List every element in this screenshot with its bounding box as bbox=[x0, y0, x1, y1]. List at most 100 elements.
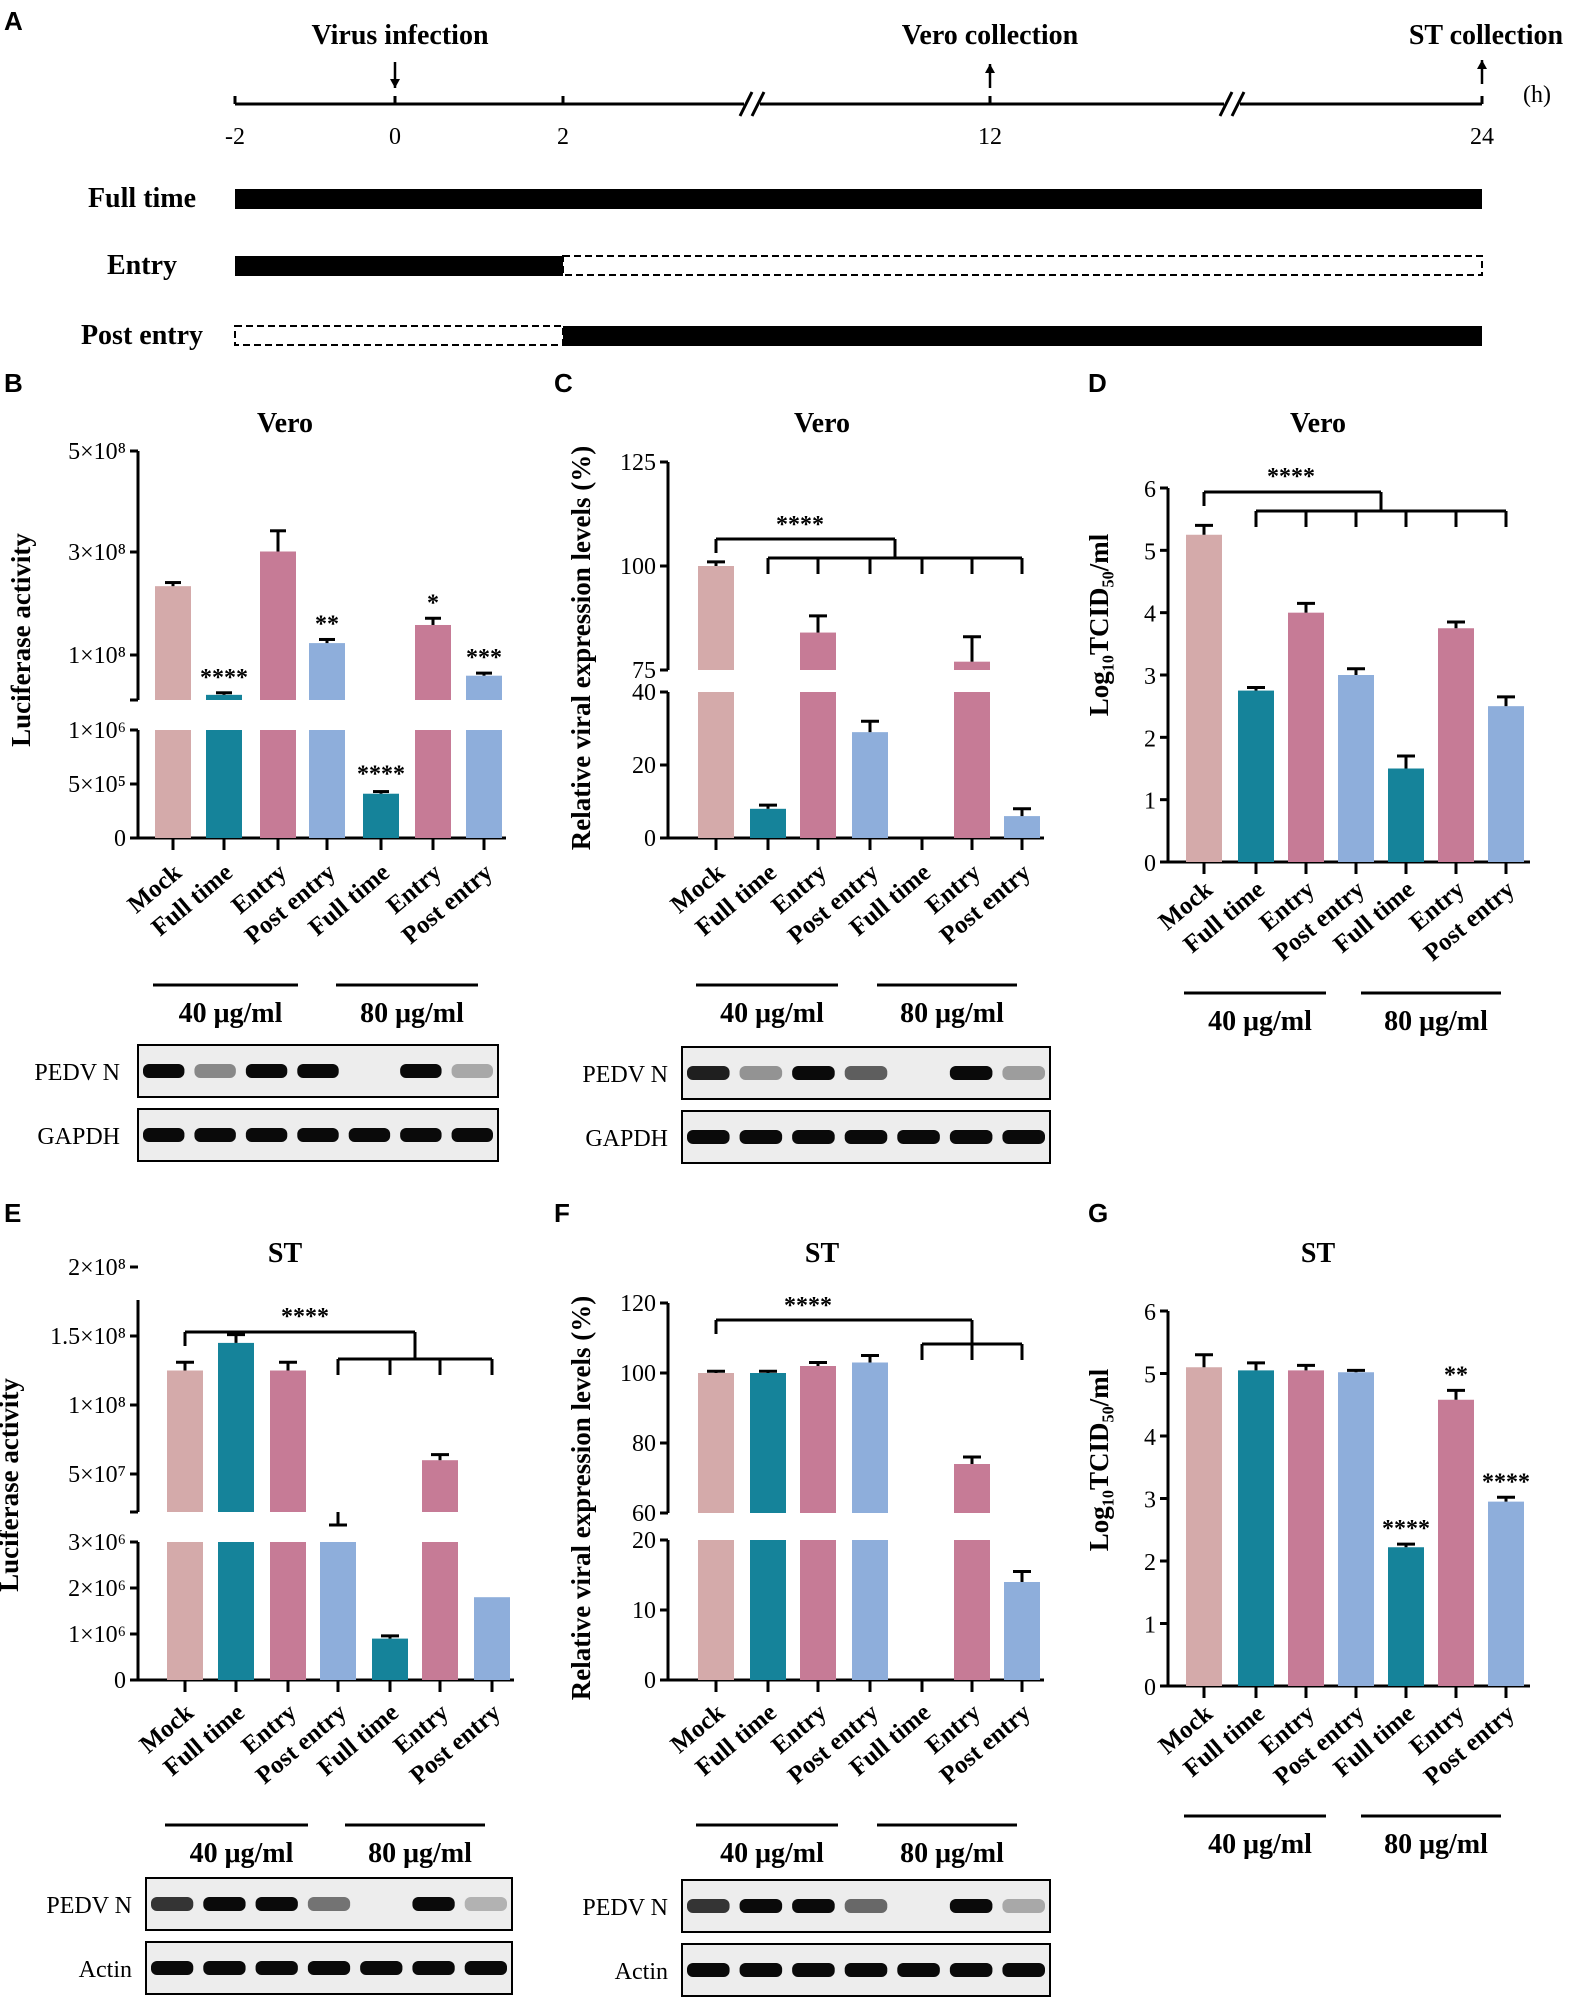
chart-title-E: ST bbox=[268, 1238, 303, 1269]
blot-band bbox=[897, 1130, 940, 1144]
blot-band bbox=[400, 1128, 442, 1142]
y-tick-label: 10 bbox=[632, 1598, 656, 1624]
bar bbox=[1388, 1547, 1424, 1686]
bar-upper bbox=[954, 1464, 990, 1513]
timeline-tick-label: 24 bbox=[1470, 124, 1494, 150]
y-tick-label: 1 bbox=[1144, 1613, 1156, 1639]
timeline-tick-label: 12 bbox=[978, 124, 1002, 150]
blot-band bbox=[949, 1963, 993, 1977]
significance-mark: ** bbox=[1444, 1362, 1468, 1388]
bar-upper bbox=[800, 1366, 836, 1513]
timeline-solid-bar bbox=[235, 256, 563, 276]
y-tick-label: 20 bbox=[632, 753, 656, 779]
bar bbox=[852, 732, 888, 838]
bar bbox=[1186, 1367, 1222, 1686]
blot-band bbox=[792, 1963, 835, 1977]
bar-lower bbox=[320, 1542, 356, 1680]
timeline-solid-bar bbox=[563, 326, 1482, 346]
blot-band bbox=[739, 1130, 783, 1144]
y-tick-label: 80 bbox=[632, 1431, 656, 1457]
y-axis-label-B: Luciferase activity bbox=[6, 533, 36, 747]
blot-band bbox=[949, 1130, 993, 1144]
bar-upper bbox=[260, 551, 296, 700]
blot-band bbox=[464, 1897, 507, 1911]
bar-upper bbox=[218, 1342, 254, 1512]
group-label-40: 40 μg/ml bbox=[1208, 1006, 1312, 1037]
chart-title-B: Vero bbox=[257, 408, 313, 439]
y-tick-label: 0 bbox=[644, 826, 656, 852]
bar-lower bbox=[466, 730, 502, 838]
blot-band bbox=[255, 1961, 298, 1975]
bar-lower bbox=[698, 692, 734, 838]
y-axis-label-D: Log₁₀TCID₅₀/ml bbox=[1084, 533, 1114, 716]
blot-band bbox=[307, 1897, 351, 1911]
blot-band bbox=[143, 1128, 185, 1142]
y-axis-label-E: Luciferase activity bbox=[0, 1378, 24, 1592]
y-tick-label: 2 bbox=[1144, 726, 1156, 752]
bar bbox=[372, 1638, 408, 1680]
label-virus-infection: Virus infection bbox=[311, 20, 488, 51]
blot-band bbox=[687, 1130, 730, 1144]
group-label-80: 80 μg/ml bbox=[900, 998, 1004, 1029]
blot-band bbox=[687, 1899, 730, 1913]
blot-band bbox=[255, 1897, 298, 1911]
significance-mark: ** bbox=[315, 611, 339, 637]
axis-break-mark bbox=[750, 91, 766, 117]
blot-band bbox=[1002, 1899, 1045, 1913]
bar-lower bbox=[218, 1542, 254, 1680]
y-tick-label: 2×10⁸ bbox=[68, 1255, 126, 1281]
bar-lower bbox=[800, 692, 836, 838]
bar-lower bbox=[422, 1542, 458, 1680]
blot-band bbox=[194, 1128, 236, 1142]
label-st-collection: ST collection bbox=[1409, 20, 1564, 51]
y-axis-label-F: Relative viral expression levels (%) bbox=[566, 1296, 596, 1700]
bar bbox=[1488, 706, 1524, 862]
timeline-row-label: Full time bbox=[88, 183, 196, 214]
panel-label-D: D bbox=[1088, 368, 1107, 398]
bracket-significance: **** bbox=[1267, 464, 1315, 490]
blot-label: PEDV N bbox=[582, 1895, 668, 1921]
y-tick-label: 0 bbox=[114, 826, 126, 852]
blot-band bbox=[360, 1961, 403, 1975]
y-tick-label: 2×10⁶ bbox=[68, 1576, 126, 1602]
blot-label: PEDV N bbox=[582, 1062, 668, 1088]
bar bbox=[750, 808, 786, 838]
blot-band bbox=[1002, 1066, 1045, 1080]
blot-band bbox=[792, 1066, 835, 1080]
blot-band bbox=[151, 1897, 194, 1911]
bar bbox=[1388, 768, 1424, 862]
bar-upper bbox=[415, 624, 451, 700]
bar-lower bbox=[954, 1540, 990, 1680]
y-tick-label: 6 bbox=[1144, 1300, 1156, 1326]
y-tick-label: 120 bbox=[620, 1291, 656, 1317]
y-axis-label-G: Log₁₀TCID₅₀/ml bbox=[1084, 1368, 1114, 1551]
group-label-80: 80 μg/ml bbox=[360, 998, 464, 1029]
bar-lower bbox=[260, 730, 296, 838]
bar-upper bbox=[167, 1370, 203, 1512]
y-tick-label: 100 bbox=[620, 1361, 656, 1387]
bar bbox=[1488, 1501, 1524, 1686]
y-tick-label: 5×10⁷ bbox=[68, 1462, 126, 1488]
y-tick-label: 100 bbox=[620, 554, 656, 580]
blot-band bbox=[245, 1128, 288, 1142]
y-tick-label: 1×10⁸ bbox=[68, 643, 126, 669]
bracket-significance: **** bbox=[281, 1304, 329, 1330]
y-tick-label: 6 bbox=[1144, 477, 1156, 503]
bar-upper bbox=[155, 586, 191, 700]
blot-band bbox=[949, 1899, 993, 1913]
blot-label: PEDV N bbox=[34, 1060, 120, 1086]
y-tick-label: 4 bbox=[1144, 1425, 1156, 1451]
bar-lower bbox=[167, 1542, 203, 1680]
bar-lower bbox=[954, 692, 990, 838]
group-label-40: 40 μg/ml bbox=[720, 998, 824, 1029]
chart-title-C: Vero bbox=[794, 408, 850, 439]
bar bbox=[363, 793, 399, 838]
blot-label: GAPDH bbox=[585, 1126, 668, 1152]
bar bbox=[1338, 1372, 1374, 1686]
bracket-significance: **** bbox=[784, 1293, 832, 1319]
panel-label-A: A bbox=[4, 6, 23, 36]
y-tick-label: 5×10⁵ bbox=[68, 772, 126, 798]
group-label-40: 40 μg/ml bbox=[179, 998, 283, 1029]
bar bbox=[1438, 1399, 1474, 1686]
blot-band bbox=[739, 1899, 783, 1913]
